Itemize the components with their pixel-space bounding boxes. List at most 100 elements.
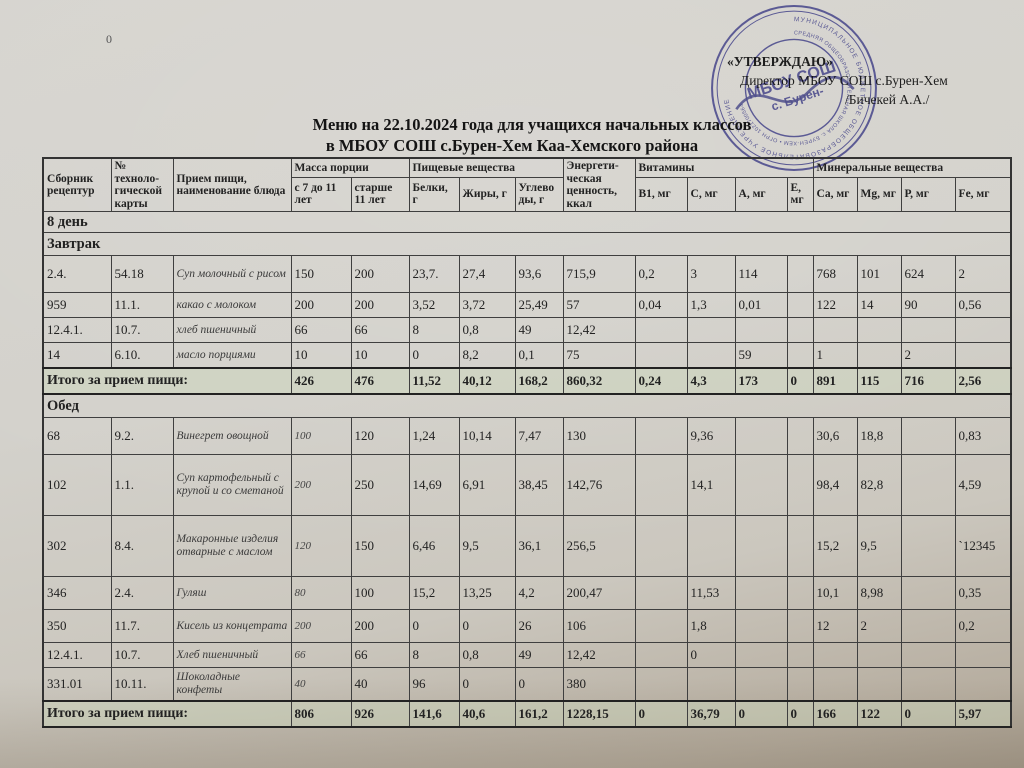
header-c: С, мг — [686, 176, 736, 213]
cell: 114 — [734, 255, 788, 293]
cell — [900, 515, 956, 577]
menu-dish-row: 302 8.4. Макаронные изделия отварные с мас… — [42, 515, 1012, 577]
cell: 0,2 — [634, 255, 688, 293]
cell: 120 — [350, 417, 410, 455]
cell: 346 — [42, 576, 112, 610]
cell: 13,25 — [458, 576, 516, 610]
header-fe: Fe, мг — [954, 176, 1012, 213]
meal-total-row: Итого за прием пищи: 426 476 11,52 40,12 168,… — [42, 367, 1012, 395]
cell: Суп картофельный с крупой и со сметаной — [172, 454, 292, 516]
cell: 66 — [290, 317, 352, 343]
total-cell: 1228,15 — [562, 700, 636, 728]
cell — [634, 609, 688, 643]
cell: 0 — [458, 609, 516, 643]
cell: Кисель из концетрата — [172, 609, 292, 643]
cell: 2.4. — [42, 255, 112, 293]
cell: 0,8 — [458, 642, 516, 668]
cell: 8,2 — [458, 342, 516, 369]
total-cell: 4,3 — [686, 367, 736, 395]
header-mass-over-11: старше 11 лет — [350, 176, 410, 213]
cell: 14 — [856, 292, 902, 318]
cell: 98,4 — [812, 454, 858, 516]
header-mg: Mg, мг — [856, 176, 902, 213]
cell: 10.7. — [110, 642, 174, 668]
cell — [634, 454, 688, 516]
cell — [900, 576, 956, 610]
cell: 80 — [290, 576, 352, 610]
cell: 6.10. — [110, 342, 174, 369]
total-cell: 115 — [856, 367, 902, 395]
cell: 350 — [42, 609, 112, 643]
cell: 30,6 — [812, 417, 858, 455]
cell: 10,14 — [458, 417, 516, 455]
cell — [634, 642, 688, 668]
menu-dish-row: 350 11.7. Кисель из концетрата 200 200 0 0 26 10… — [42, 609, 1012, 643]
total-cell: 166 — [812, 700, 858, 728]
cell: 6,46 — [408, 515, 460, 577]
cell: 59 — [734, 342, 788, 369]
cell: 8.4. — [110, 515, 174, 577]
cell: 1 — [812, 342, 858, 369]
cell: 2 — [900, 342, 956, 369]
cell: Гуляш — [172, 576, 292, 610]
cell: 12,42 — [562, 317, 636, 343]
total-cell: 40,12 — [458, 367, 516, 395]
cell: 0 — [408, 609, 460, 643]
header-nutrients-group: Пищевые вещества — [408, 157, 564, 178]
cell: 150 — [350, 515, 410, 577]
total-cell: 0 — [900, 700, 956, 728]
cell — [634, 342, 688, 369]
total-cell: 716 — [900, 367, 956, 395]
cell — [900, 454, 956, 516]
cell: 9,5 — [856, 515, 902, 577]
cell: 2 — [954, 255, 1012, 293]
total-cell: 0,24 — [634, 367, 688, 395]
cell: 12.4.1. — [42, 317, 112, 343]
cell — [812, 317, 858, 343]
cell: 200 — [350, 255, 410, 293]
cell — [786, 576, 814, 610]
cell — [954, 317, 1012, 343]
cell: 90 — [900, 292, 956, 318]
cell: Суп молочный с рисом — [172, 255, 292, 293]
menu-dish-row: 2.4. 54.18 Суп молочный с рисом 150 200 23,7.… — [42, 255, 1012, 293]
header-protein: Белки, г — [408, 176, 460, 213]
cell: 122 — [812, 292, 858, 318]
cell: 130 — [562, 417, 636, 455]
total-cell: 0 — [786, 367, 814, 395]
cell: Шоколадные конфеты — [172, 667, 292, 702]
cell — [634, 667, 688, 702]
cell — [856, 317, 902, 343]
cell — [812, 667, 858, 702]
header-recipe: Сборник рецептур — [42, 157, 112, 212]
day-label-row: 8 день — [42, 211, 1012, 233]
meal-section-label: Обед — [42, 393, 1012, 418]
cell: 380 — [562, 667, 636, 702]
cell: 1.1. — [110, 454, 174, 516]
cell: 0,04 — [634, 292, 688, 318]
cell: 250 — [350, 454, 410, 516]
cell: 101 — [856, 255, 902, 293]
cell: 38,45 — [514, 454, 564, 516]
cell — [900, 609, 956, 643]
header-meal: Прием пищи, наименование блюда — [172, 157, 292, 212]
cell — [734, 667, 788, 702]
cell: 200 — [290, 609, 352, 643]
total-cell: 926 — [350, 700, 410, 728]
cell: 150 — [290, 255, 352, 293]
cell — [734, 454, 788, 516]
cell: 66 — [350, 642, 410, 668]
cell — [634, 576, 688, 610]
total-cell: 161,2 — [514, 700, 564, 728]
cell — [786, 667, 814, 702]
menu-dish-row: 102 1.1. Суп картофельный с крупой и со см… — [42, 454, 1012, 516]
cell: 26 — [514, 609, 564, 643]
cell — [954, 342, 1012, 369]
cell: 331.01 — [42, 667, 112, 702]
cell: 302 — [42, 515, 112, 577]
header-minerals-group: Минеральные вещества — [812, 157, 1012, 178]
cell: 11.7. — [110, 609, 174, 643]
total-cell: 141,6 — [408, 700, 460, 728]
cell: 49 — [514, 642, 564, 668]
cell: 0,56 — [954, 292, 1012, 318]
